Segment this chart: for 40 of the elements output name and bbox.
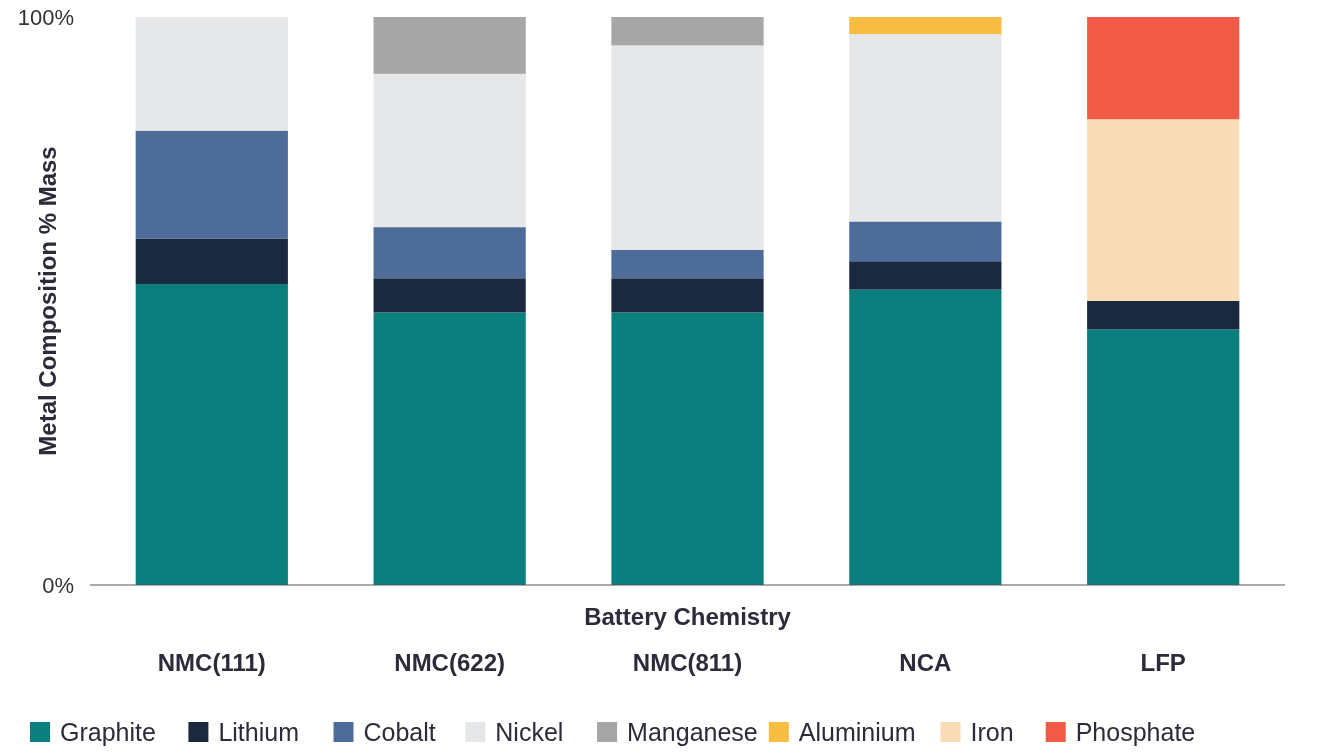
- bar: [373, 227, 526, 279]
- bar: [849, 17, 1002, 35]
- legend-label: Phosphate: [1075, 718, 1196, 746]
- bar: [611, 45, 764, 250]
- legend-label: Lithium: [218, 718, 299, 746]
- bar: [135, 283, 288, 585]
- x-tick-label: NMC(811): [632, 649, 743, 676]
- legend-label: Iron: [970, 718, 1014, 746]
- bar: [849, 261, 1002, 290]
- legend-label: Nickel: [495, 718, 564, 746]
- y-axis-title: Metal Composition % Mass: [34, 146, 61, 456]
- legend-label: Aluminium: [798, 718, 916, 746]
- x-tick-label: NMC(622): [394, 649, 505, 676]
- x-axis-title: Battery Chemistry: [584, 603, 792, 630]
- legend-label: Manganese: [627, 718, 758, 746]
- bar: [1087, 119, 1240, 301]
- legend-label: Cobalt: [363, 718, 436, 746]
- bar: [1087, 329, 1240, 585]
- bar: [611, 249, 764, 279]
- bar: [849, 34, 1002, 222]
- bar: [135, 238, 288, 284]
- bar: [611, 278, 764, 313]
- bar: [373, 278, 526, 313]
- bar: [849, 289, 1002, 585]
- bar: [849, 221, 1002, 262]
- bar: [611, 17, 764, 46]
- x-tick-label: LFP: [1140, 649, 1186, 676]
- bar: [373, 17, 526, 74]
- bar: [1087, 17, 1240, 120]
- legend-label: Graphite: [60, 718, 156, 746]
- bar: [373, 312, 526, 585]
- y-tick-label: 0%: [42, 572, 74, 598]
- bar: [135, 17, 288, 131]
- bar: [1087, 301, 1240, 330]
- x-tick-label: NMC(111): [157, 649, 266, 676]
- y-tick-label: 100%: [17, 4, 74, 30]
- bar: [611, 312, 764, 585]
- bar: [135, 130, 288, 239]
- x-tick-label: NCA: [899, 649, 952, 676]
- bar: [373, 73, 526, 228]
